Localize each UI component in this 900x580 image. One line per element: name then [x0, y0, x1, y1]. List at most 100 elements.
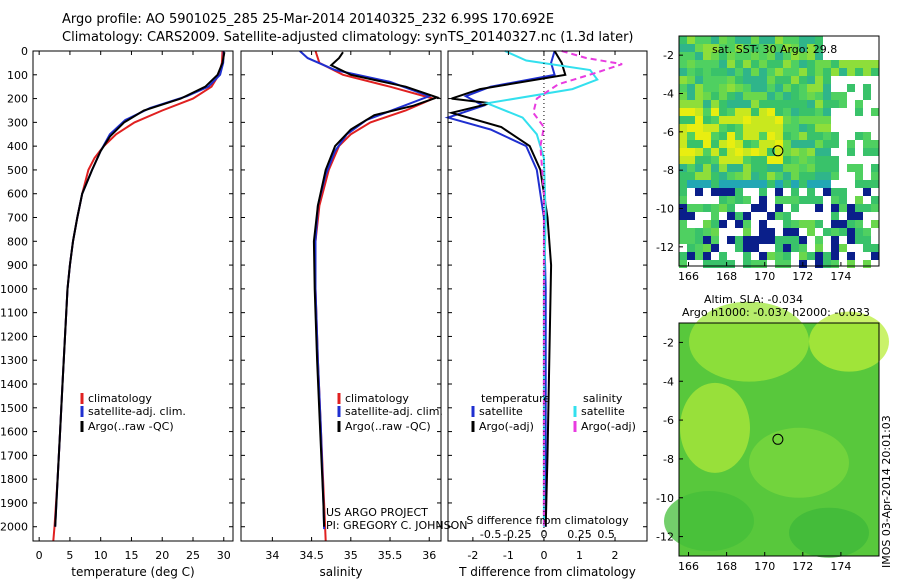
sst-cell	[751, 92, 759, 100]
map-x-tick-label-sst-3: 172	[792, 270, 813, 283]
y-tick-label-depth-18: 1800	[0, 473, 28, 486]
sst-cell	[751, 148, 759, 156]
sst-cell	[687, 124, 695, 132]
sst-cell	[871, 188, 879, 196]
sst-cell	[871, 60, 879, 68]
sst-cell	[823, 36, 831, 44]
x-tick-label-salinity-profile-4: 36	[422, 549, 436, 562]
y-tick-label-depth-4: 400	[7, 140, 28, 153]
sst-cell	[839, 44, 847, 52]
sst-cell	[695, 164, 703, 172]
sst-cell	[687, 44, 695, 52]
sst-cell	[775, 156, 783, 164]
sst-cell	[831, 244, 839, 252]
sst-cell	[719, 140, 727, 148]
sst-cell	[839, 236, 847, 244]
sst-cell	[775, 244, 783, 252]
sst-cell	[815, 148, 823, 156]
sst-cell	[815, 204, 823, 212]
sst-cell	[767, 244, 775, 252]
sla-blob-1	[809, 311, 889, 372]
sst-cell	[711, 124, 719, 132]
sst-cell	[807, 100, 815, 108]
sst-cell	[719, 180, 727, 188]
sst-cell	[735, 140, 743, 148]
y-tick-label-depth-15: 1500	[0, 402, 28, 415]
sst-cell	[743, 228, 751, 236]
sst-cell	[831, 156, 839, 164]
sst-cell	[831, 132, 839, 140]
sst-cell	[759, 196, 767, 204]
sst-cell	[775, 260, 783, 268]
map-y-tick-label-sst-0: -2	[663, 49, 674, 62]
sst-cell	[703, 228, 711, 236]
sst-cell	[863, 180, 871, 188]
sst-cell	[695, 196, 703, 204]
sst-cell	[703, 124, 711, 132]
x-tick-label-temperature-profile-1: 5	[66, 549, 73, 562]
sst-cell	[831, 148, 839, 156]
sst-cell	[679, 52, 687, 60]
sst-cell	[791, 244, 799, 252]
sst-cell	[767, 124, 775, 132]
map-y-tick-label-sst-3: -8	[663, 164, 674, 177]
sst-cell	[711, 196, 719, 204]
sst-cell	[863, 252, 871, 260]
sst-cell	[871, 108, 879, 116]
x-axis-label-salinity: salinity	[319, 565, 362, 579]
sst-cell	[823, 172, 831, 180]
sst-cell	[695, 220, 703, 228]
sst-cell	[799, 84, 807, 92]
sst-cell	[863, 228, 871, 236]
sst-cell	[703, 148, 711, 156]
sst-cell	[871, 92, 879, 100]
sst-cell	[855, 204, 863, 212]
sst-cell	[743, 36, 751, 44]
sst-cell	[759, 92, 767, 100]
sst-cell	[735, 60, 743, 68]
sst-cell	[703, 140, 711, 148]
sst-cell	[679, 228, 687, 236]
sst-cell	[839, 76, 847, 84]
sst-cell	[815, 172, 823, 180]
sst-cell	[799, 188, 807, 196]
sst-cell	[703, 100, 711, 108]
sst-cell	[847, 204, 855, 212]
sst-cell	[679, 188, 687, 196]
sst-cell	[719, 60, 727, 68]
sst-cell	[791, 108, 799, 116]
sst-cell	[767, 92, 775, 100]
sst-cell	[799, 44, 807, 52]
sst-cell	[807, 60, 815, 68]
sst-cell	[727, 188, 735, 196]
x-tick-label-salinity-profile-0: 34	[265, 549, 279, 562]
sst-cell	[775, 124, 783, 132]
sst-cell	[719, 92, 727, 100]
sst-cell	[831, 100, 839, 108]
sst-cell	[807, 108, 815, 116]
sst-cell	[727, 236, 735, 244]
sst-cell	[855, 212, 863, 220]
sst-cell	[767, 68, 775, 76]
sst-cell	[863, 140, 871, 148]
sst-cell	[799, 156, 807, 164]
sla-blob-2	[680, 382, 750, 473]
sst-cell	[735, 148, 743, 156]
sst-cell	[791, 156, 799, 164]
sst-cell	[807, 140, 815, 148]
sst-cell	[767, 252, 775, 260]
sst-cell	[855, 228, 863, 236]
sst-cell	[679, 84, 687, 92]
y-tick-label-depth-11: 1100	[0, 307, 28, 320]
sst-cell	[863, 116, 871, 124]
series-line-difference-profile-3	[532, 50, 623, 527]
sst-cell	[799, 132, 807, 140]
sst-cell	[831, 84, 839, 92]
sst-cell	[847, 252, 855, 260]
sst-cell	[759, 108, 767, 116]
sst-cell	[687, 196, 695, 204]
sst-cell	[719, 52, 727, 60]
y-tick-label-depth-0: 0	[21, 45, 28, 58]
y-tick-label-depth-14: 1400	[0, 378, 28, 391]
